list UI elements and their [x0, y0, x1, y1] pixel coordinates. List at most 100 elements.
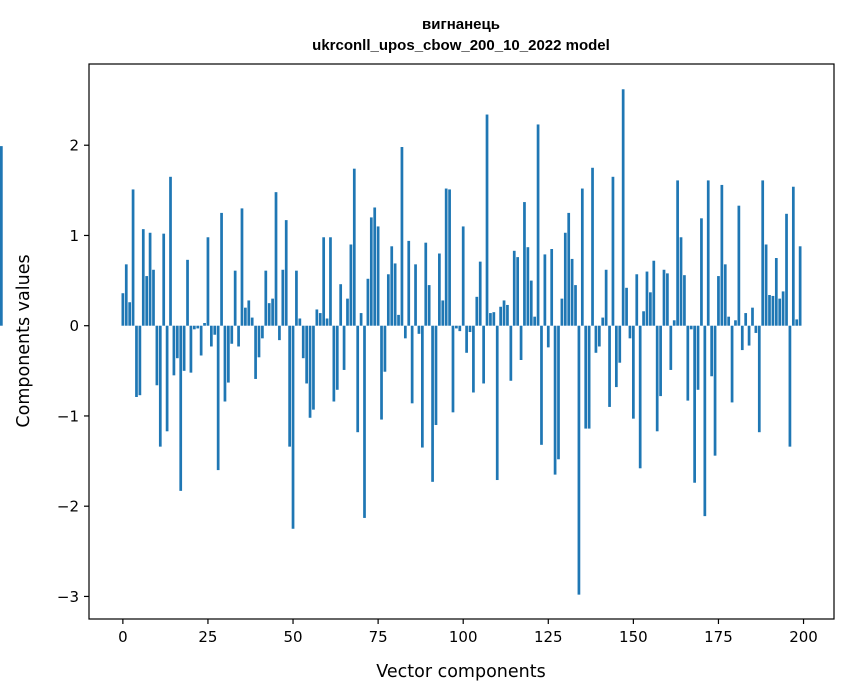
bar — [298, 318, 302, 326]
bar — [696, 325, 700, 390]
bar — [795, 319, 799, 326]
bar — [683, 275, 686, 326]
bar — [614, 325, 618, 388]
x-tick-label: 100 — [449, 628, 478, 646]
bar — [516, 257, 520, 326]
bar — [478, 261, 482, 326]
bar — [669, 325, 673, 370]
bar — [550, 249, 554, 326]
bar — [734, 320, 737, 326]
bar — [632, 325, 635, 419]
bar — [186, 259, 189, 326]
bar — [352, 168, 356, 326]
bar — [376, 226, 380, 326]
bar — [482, 325, 485, 384]
bar — [244, 307, 247, 326]
bar — [424, 242, 428, 326]
x-tick-label: 200 — [789, 628, 818, 646]
bar — [407, 240, 411, 326]
bar — [700, 218, 703, 326]
bar — [788, 325, 792, 447]
bar — [553, 325, 557, 475]
bar — [267, 303, 271, 326]
bar — [342, 325, 346, 370]
bar — [659, 325, 662, 397]
bar — [798, 246, 802, 326]
bar — [451, 325, 455, 413]
bar — [529, 280, 533, 326]
bar — [196, 325, 200, 329]
bar — [271, 298, 274, 326]
bar — [172, 325, 176, 376]
bar — [421, 325, 424, 448]
bar — [761, 180, 765, 326]
x-tick-label: 175 — [704, 628, 733, 646]
bar — [717, 276, 720, 326]
bar — [155, 325, 159, 386]
bar — [771, 295, 775, 326]
bar — [329, 237, 332, 326]
bar — [145, 276, 149, 326]
bar — [410, 325, 414, 404]
bar — [703, 325, 707, 517]
bar — [523, 202, 526, 326]
bar — [335, 325, 339, 390]
bar — [152, 269, 155, 326]
bar — [638, 325, 642, 469]
bar — [649, 292, 652, 326]
x-tick-label: 50 — [283, 628, 302, 646]
bar — [312, 325, 315, 410]
bar — [380, 325, 383, 420]
bar — [458, 325, 462, 332]
bar — [237, 325, 240, 347]
bar — [727, 316, 731, 326]
bar — [233, 270, 237, 326]
bar — [318, 313, 322, 326]
bar — [584, 325, 588, 429]
bar — [349, 244, 353, 326]
bar — [720, 184, 724, 326]
chart-title: вигнанець — [422, 16, 500, 33]
y-tick-label: −2 — [57, 498, 79, 516]
plot-frame — [88, 63, 835, 620]
bar — [124, 264, 128, 326]
bar-series — [0, 89, 802, 595]
y-tick-label: 0 — [69, 317, 79, 335]
bar — [791, 186, 795, 326]
bar — [434, 325, 438, 425]
chart-subtitle: ukrconll_upos_cbow_200_10_2022 model — [312, 37, 610, 54]
bar — [778, 298, 782, 326]
bar — [594, 325, 598, 353]
bar — [455, 325, 458, 329]
bar — [274, 192, 278, 326]
bar — [209, 325, 213, 347]
bar — [475, 296, 479, 326]
bar — [288, 325, 291, 447]
bar — [472, 325, 475, 393]
x-tick-label: 150 — [619, 628, 648, 646]
bar — [308, 325, 312, 418]
bar — [179, 325, 183, 491]
bar — [448, 189, 451, 326]
bar — [461, 226, 465, 326]
bar — [666, 273, 669, 326]
bar — [580, 188, 584, 326]
bar — [591, 167, 594, 326]
bar — [121, 293, 125, 326]
bar — [400, 147, 404, 326]
bar — [768, 295, 771, 326]
bar — [441, 300, 445, 326]
bar — [254, 325, 257, 379]
bar — [679, 237, 683, 326]
bar — [546, 325, 550, 348]
x-tick-label: 125 — [534, 628, 563, 646]
bar — [397, 314, 400, 326]
bar — [509, 325, 513, 381]
bar — [230, 325, 234, 344]
bar — [339, 284, 343, 326]
y-tick-label: −1 — [57, 407, 79, 425]
bar — [206, 237, 210, 326]
bar — [723, 264, 727, 326]
bar — [506, 304, 509, 326]
